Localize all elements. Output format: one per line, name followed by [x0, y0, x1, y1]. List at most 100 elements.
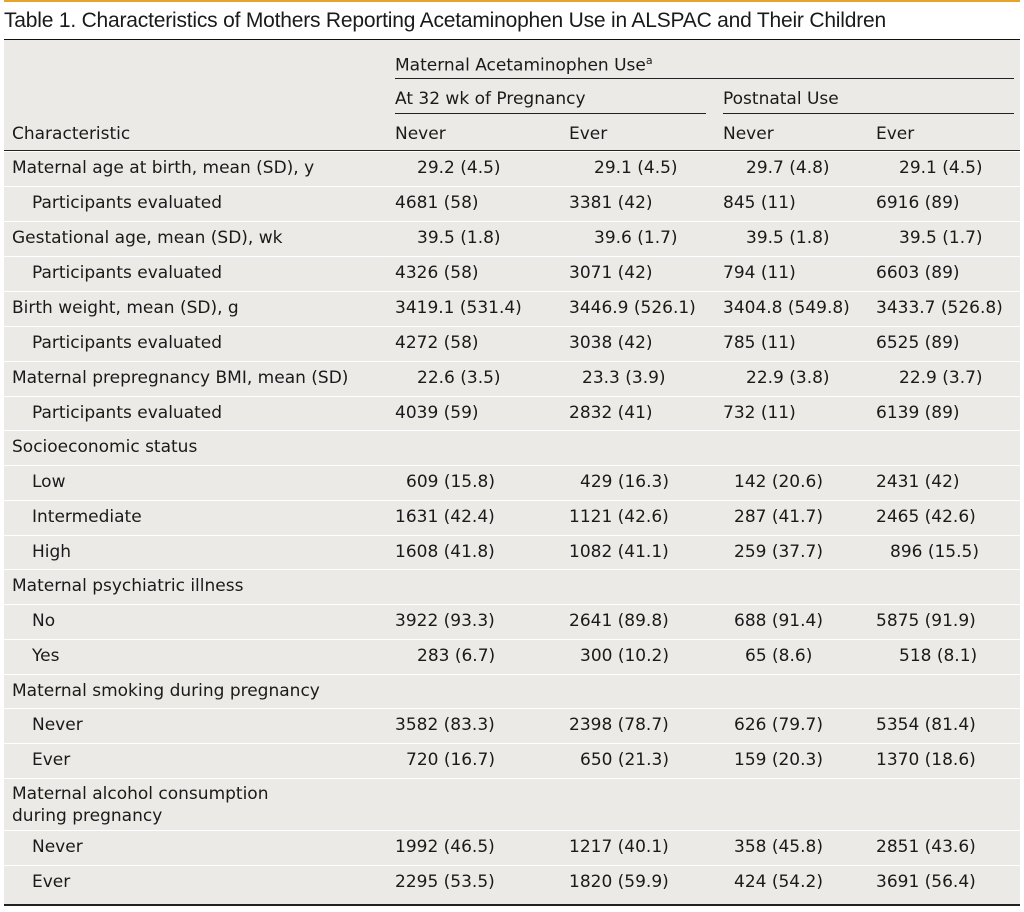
cell-never-postnatal: 65 (8.6) [745, 646, 813, 666]
row-label: Maternal psychiatric illness [12, 576, 244, 596]
column-header-characteristic: Characteristic [12, 124, 131, 144]
cell-ever-postnatal: 5875 (91.9) [876, 611, 976, 631]
cell-ever-pregnancy: 1121 (42.6) [569, 507, 669, 527]
row-label: Birth weight, mean (SD), g [12, 298, 239, 318]
cell-never-pregnancy: 4039 (59) [395, 403, 479, 423]
cell-never-postnatal: 626 (79.7) [734, 715, 823, 735]
cell-ever-pregnancy: 2398 (78.7) [569, 715, 669, 735]
cell-never-postnatal: 3404.8 (549.8) [723, 298, 850, 318]
table-row: Never 1992 (46.5) 1217 (40.1) 358 (45.8) 285… [4, 830, 1020, 864]
table-row: Never 3582 (83.3) 2398 (78.7) 626 (79.7) 535… [4, 708, 1020, 742]
cell-never-pregnancy: 4326 (58) [395, 263, 479, 283]
table-row: Ever 2295 (53.5) 1820 (59.9) 424 (54.2) 3691… [4, 865, 1020, 899]
cell-ever-pregnancy: 3381 (42) [569, 193, 653, 213]
row-label: Participants evaluated [32, 403, 223, 423]
cell-ever-pregnancy: 3038 (42) [569, 333, 653, 353]
cell-never-pregnancy: 4272 (58) [395, 333, 479, 353]
cell-never-postnatal: 794 (11) [723, 263, 796, 283]
cell-never-pregnancy: 609 (15.8) [406, 472, 495, 492]
cell-ever-postnatal: 1370 (18.6) [876, 750, 976, 770]
cell-ever-pregnancy: 1217 (40.1) [569, 837, 669, 857]
cell-ever-postnatal: 5354 (81.4) [876, 715, 976, 735]
cell-never-pregnancy: 2295 (53.5) [395, 872, 495, 892]
cell-never-postnatal: 29.7 (4.8) [746, 158, 830, 178]
cell-ever-postnatal: 2851 (43.6) [876, 837, 976, 857]
cell-ever-postnatal: 896 (15.5) [890, 542, 979, 562]
table-row: Ever 720 (16.7) 650 (21.3) 159 (20.3) 1370 (… [4, 743, 1020, 777]
cell-never-postnatal: 142 (20.6) [734, 472, 823, 492]
row-label: Maternal alcohol consumption during preg… [12, 784, 269, 826]
cell-ever-pregnancy: 2832 (41) [569, 403, 653, 423]
row-label: Never [32, 715, 83, 735]
table-row: Birth weight, mean (SD), g 3419.1 (531.4)… [4, 291, 1020, 325]
table-row: Maternal age at birth, mean (SD), y 29.2 … [4, 151, 1020, 185]
cell-never-postnatal: 259 (37.7) [734, 542, 823, 562]
cell-ever-pregnancy: 29.1 (4.5) [594, 158, 678, 178]
row-label: Maternal smoking during pregnancy [12, 681, 320, 701]
cell-never-pregnancy: 29.2 (4.5) [417, 158, 501, 178]
row-label: High [32, 542, 72, 562]
cell-never-postnatal: 845 (11) [723, 193, 796, 213]
cell-ever-pregnancy: 23.3 (3.9) [582, 368, 666, 388]
table-row: High 1608 (41.8) 1082 (41.1) 259 (37.7) 896 … [4, 535, 1020, 569]
cell-ever-pregnancy: 2641 (89.8) [569, 611, 669, 631]
cell-ever-postnatal: 6603 (89) [876, 263, 960, 283]
table-title: Table 1. Characteristics of Mothers Repo… [4, 0, 1020, 40]
cell-ever-postnatal: 2431 (42) [876, 472, 960, 492]
row-label: Low [32, 472, 66, 492]
row-label: Never [32, 837, 83, 857]
cell-ever-postnatal: 2465 (42.6) [876, 507, 976, 527]
cell-never-pregnancy: 3922 (93.3) [395, 611, 495, 631]
cell-never-postnatal: 39.5 (1.8) [746, 228, 830, 248]
cell-ever-pregnancy: 39.6 (1.7) [594, 228, 678, 248]
table-row: Socioeconomic status [4, 430, 1020, 464]
row-label: Participants evaluated [32, 263, 223, 283]
table-row: Gestational age, mean (SD), wk 39.5 (1.8)… [4, 221, 1020, 255]
cell-never-postnatal: 732 (11) [723, 403, 796, 423]
subgroup-rule-2 [723, 113, 1014, 114]
data-table: Maternal Acetaminophen Usea At 32 wk of … [4, 40, 1020, 906]
row-label: Maternal prepregnancy BMI, mean (SD) [12, 368, 349, 388]
table-row: Intermediate 1631 (42.4) 1121 (42.6) 287 (4… [4, 500, 1020, 534]
cell-never-postnatal: 22.9 (3.8) [746, 368, 830, 388]
cell-never-postnatal: 287 (41.7) [734, 507, 823, 527]
cell-ever-postnatal: 39.5 (1.7) [899, 228, 983, 248]
cell-ever-postnatal: 22.9 (3.7) [899, 368, 983, 388]
cell-ever-pregnancy: 1820 (59.9) [569, 872, 669, 892]
cell-ever-pregnancy: 1082 (41.1) [569, 542, 669, 562]
cell-never-pregnancy: 3582 (83.3) [395, 715, 495, 735]
row-label: Ever [32, 872, 71, 892]
cell-never-pregnancy: 3419.1 (531.4) [395, 298, 522, 318]
row-label: Gestational age, mean (SD), wk [12, 228, 283, 248]
row-label: No [32, 611, 56, 631]
table-row: Participants evaluated 4272 (58) 3038 (42)… [4, 326, 1020, 360]
cell-ever-pregnancy: 429 (16.3) [580, 472, 669, 492]
row-label: Yes [32, 646, 60, 666]
cell-never-pregnancy: 22.6 (3.5) [417, 368, 501, 388]
row-label: Ever [32, 750, 71, 770]
cell-ever-postnatal: 518 (8.1) [899, 646, 978, 666]
cell-ever-postnatal: 6525 (89) [876, 333, 960, 353]
table-row: Low 609 (15.8) 429 (16.3) 142 (20.6) 2431 (4… [4, 465, 1020, 499]
cell-never-pregnancy: 4681 (58) [395, 193, 479, 213]
cell-ever-pregnancy: 650 (21.3) [580, 750, 669, 770]
cell-ever-pregnancy: 3446.9 (526.1) [569, 298, 696, 318]
subgroup-header-pregnancy: At 32 wk of Pregnancy [395, 89, 586, 109]
group-header: Maternal Acetaminophen Usea [395, 54, 653, 76]
cell-never-pregnancy: 720 (16.7) [406, 750, 495, 770]
table-row: Participants evaluated 4326 (58) 3071 (42)… [4, 256, 1020, 290]
column-header-never-postnatal: Never [723, 124, 774, 144]
column-header-ever-pregnancy: Ever [569, 124, 608, 144]
cell-never-postnatal: 424 (54.2) [734, 872, 823, 892]
cell-never-postnatal: 688 (91.4) [734, 611, 823, 631]
cell-ever-postnatal: 3433.7 (526.8) [876, 298, 1003, 318]
cell-never-pregnancy: 1608 (41.8) [395, 542, 495, 562]
subgroup-header-postnatal: Postnatal Use [723, 89, 839, 109]
table-row: Participants evaluated 4039 (59) 2832 (41)… [4, 396, 1020, 430]
row-label: Participants evaluated [32, 333, 223, 353]
column-header-ever-postnatal: Ever [876, 124, 915, 144]
table-row: Maternal psychiatric illness [4, 569, 1020, 603]
cell-never-postnatal: 785 (11) [723, 333, 796, 353]
cell-ever-pregnancy: 300 (10.2) [580, 646, 669, 666]
header-rule [4, 150, 1020, 151]
